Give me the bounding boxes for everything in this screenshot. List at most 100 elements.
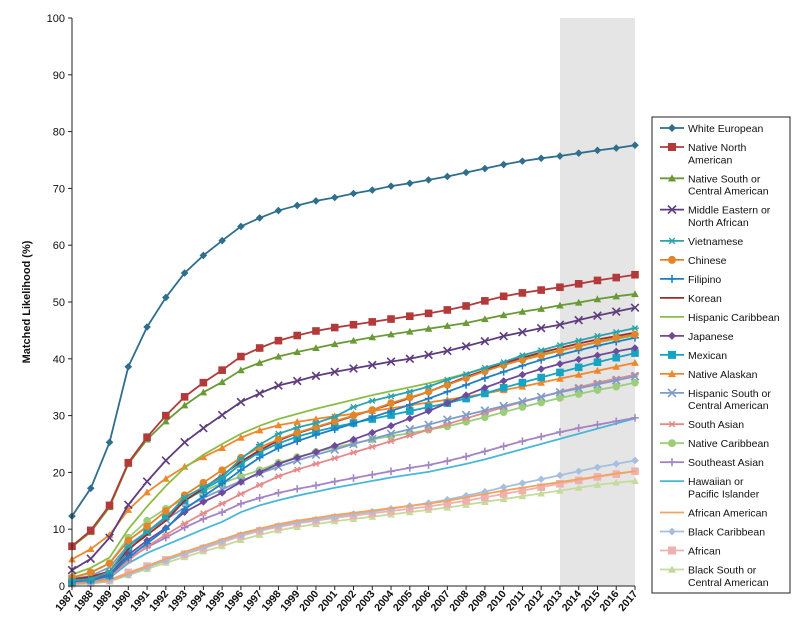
data-point xyxy=(443,457,452,465)
legend-label: Vietnamese xyxy=(688,236,743,248)
series-african-american xyxy=(71,470,636,585)
data-point xyxy=(424,420,433,430)
y-axis-label: Matched Likelihood (%) xyxy=(21,240,33,363)
legend-item: Filipino xyxy=(660,274,721,286)
data-point xyxy=(518,403,527,411)
data-point xyxy=(593,420,602,429)
data-point xyxy=(349,403,358,411)
data-point xyxy=(611,307,621,317)
data-point xyxy=(274,206,283,215)
data-point xyxy=(180,505,189,514)
data-point xyxy=(612,362,621,370)
data-point xyxy=(199,388,208,396)
legend-label: Native North xyxy=(688,142,747,154)
data-point xyxy=(387,315,395,323)
data-point xyxy=(556,479,564,488)
data-point xyxy=(387,411,395,419)
data-point xyxy=(293,331,301,340)
data-point xyxy=(518,370,527,379)
data-point xyxy=(481,297,489,305)
data-point xyxy=(218,444,226,452)
data-point xyxy=(199,453,208,461)
data-point xyxy=(218,500,226,507)
series-vietnamese xyxy=(68,324,639,584)
data-point xyxy=(499,490,508,498)
data-point xyxy=(593,379,602,389)
data-point xyxy=(574,298,583,306)
legend-label: Hispanic South or xyxy=(688,388,771,400)
legend-label: Hawaiian or xyxy=(688,476,744,488)
legend-label: Filipino xyxy=(688,274,721,286)
data-point xyxy=(537,286,545,294)
data-point xyxy=(124,506,133,513)
data-point xyxy=(349,411,358,420)
data-point xyxy=(162,531,170,539)
y-tick-label: 10 xyxy=(53,524,65,536)
data-point xyxy=(461,410,471,420)
data-point xyxy=(105,568,114,575)
data-point xyxy=(631,378,639,387)
data-point xyxy=(443,399,452,407)
data-point xyxy=(443,387,452,396)
data-point xyxy=(255,389,265,398)
data-point xyxy=(86,576,95,583)
data-point xyxy=(218,489,226,497)
legend-swatch-marker xyxy=(668,174,676,182)
data-point xyxy=(143,516,151,525)
data-point xyxy=(199,510,208,517)
data-point xyxy=(518,492,527,500)
data-point xyxy=(237,433,245,441)
legend-item: African xyxy=(660,546,721,558)
data-point xyxy=(593,366,602,374)
legend-swatch-marker xyxy=(668,143,676,151)
series-hawaiian-or-pacific-islander xyxy=(71,417,636,585)
data-point xyxy=(387,422,395,430)
data-point xyxy=(518,352,527,359)
data-point xyxy=(443,306,452,314)
y-tick-label: 80 xyxy=(53,127,65,139)
data-point xyxy=(387,467,395,476)
data-point xyxy=(349,320,358,329)
data-point xyxy=(462,168,470,177)
data-point xyxy=(462,391,470,399)
data-point xyxy=(124,536,133,545)
data-point xyxy=(462,302,470,310)
data-point xyxy=(442,346,452,356)
data-point xyxy=(218,473,226,481)
data-point xyxy=(237,490,245,498)
data-point xyxy=(499,331,508,341)
legend-swatch-marker xyxy=(668,458,676,467)
data-point xyxy=(237,466,245,474)
data-point xyxy=(124,553,133,562)
plot-series-group xyxy=(67,141,640,589)
legend-label: Korean xyxy=(688,293,722,305)
data-point xyxy=(556,471,564,480)
data-point xyxy=(481,447,489,456)
data-point xyxy=(274,352,283,360)
data-point xyxy=(142,477,152,486)
data-point xyxy=(537,373,545,382)
data-point xyxy=(218,236,226,245)
legend-item: South Asian xyxy=(660,419,744,431)
data-point xyxy=(536,392,546,402)
data-point xyxy=(499,383,508,392)
data-point xyxy=(312,460,320,468)
data-point xyxy=(237,222,245,231)
data-point xyxy=(556,360,564,368)
data-point xyxy=(237,531,245,539)
legend-label: Hispanic Caribbean xyxy=(688,312,780,324)
data-point xyxy=(143,539,151,548)
data-point xyxy=(330,340,339,348)
data-point xyxy=(424,461,433,469)
data-point xyxy=(349,364,358,373)
data-point xyxy=(593,276,602,285)
data-point xyxy=(631,330,639,339)
data-point xyxy=(293,466,301,473)
data-point xyxy=(86,545,95,553)
data-point xyxy=(274,444,283,452)
data-point xyxy=(481,315,489,323)
y-tick-label: 60 xyxy=(53,240,65,252)
data-point xyxy=(162,507,170,515)
data-point xyxy=(217,410,227,420)
data-point xyxy=(162,293,170,302)
